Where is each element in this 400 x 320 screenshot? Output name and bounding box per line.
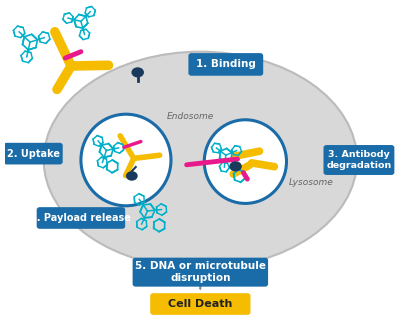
FancyBboxPatch shape	[37, 207, 125, 229]
Ellipse shape	[204, 120, 286, 204]
FancyBboxPatch shape	[150, 293, 250, 315]
Circle shape	[229, 161, 242, 172]
Ellipse shape	[44, 52, 357, 268]
Text: Endosome: Endosome	[167, 113, 214, 122]
Ellipse shape	[81, 114, 171, 206]
Text: Lysosome: Lysosome	[288, 178, 333, 187]
FancyBboxPatch shape	[133, 258, 268, 287]
Text: 3. Antibody
degradation: 3. Antibody degradation	[326, 150, 392, 170]
FancyBboxPatch shape	[4, 143, 63, 164]
Circle shape	[126, 171, 138, 181]
Text: Cell Death: Cell Death	[168, 299, 232, 309]
Text: 4. Payload release: 4. Payload release	[30, 213, 131, 223]
Text: 1. Binding: 1. Binding	[196, 60, 256, 69]
FancyBboxPatch shape	[188, 53, 263, 76]
Text: 5. DNA or microtubule
disruption: 5. DNA or microtubule disruption	[135, 261, 266, 283]
FancyBboxPatch shape	[324, 145, 394, 175]
Text: 2. Uptake: 2. Uptake	[7, 148, 60, 159]
Circle shape	[132, 67, 144, 77]
